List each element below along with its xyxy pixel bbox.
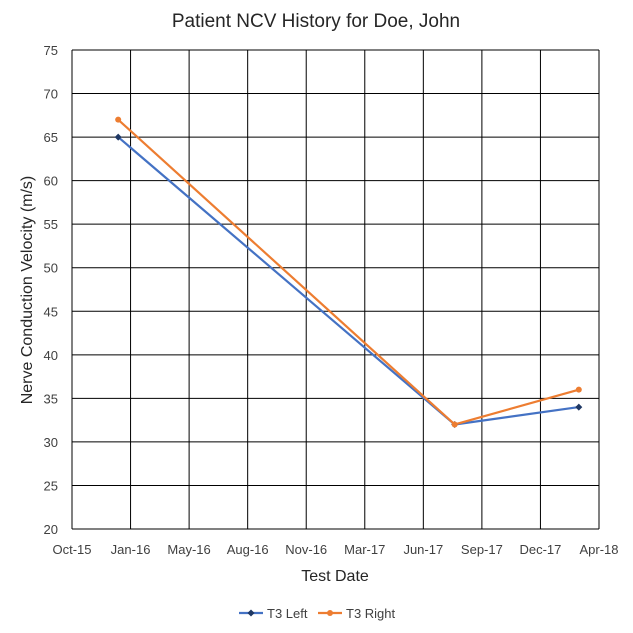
data-point — [114, 133, 122, 141]
y-tick-label: 25 — [44, 478, 58, 493]
legend-marker — [327, 610, 333, 616]
x-tick-label: Nov-16 — [285, 542, 327, 557]
series-layer — [114, 116, 583, 428]
y-tick-label: 50 — [44, 261, 58, 276]
legend-label: T3 Right — [346, 606, 396, 621]
x-tick-label: Sep-17 — [461, 542, 503, 557]
x-tick-label: Jan-16 — [111, 542, 151, 557]
y-tick-label: 20 — [44, 522, 58, 537]
y-axis-title: Nerve Conduction Velocity (m/s) — [19, 176, 36, 405]
data-point — [451, 421, 458, 428]
x-tick-labels: Oct-15 Jan-16 May-16 Aug-16 Nov-16 Mar-17 Jun-… — [52, 542, 618, 557]
x-tick-label: Mar-17 — [344, 542, 385, 557]
legend-item-2: T3 Right — [318, 606, 396, 621]
series-line-2 — [117, 118, 580, 426]
data-point — [575, 403, 583, 411]
y-tick-label: 35 — [44, 391, 58, 406]
chart-title: Patient NCV History for Doe, John — [172, 11, 460, 32]
y-tick-label: 75 — [44, 43, 58, 58]
legend-marker — [247, 609, 255, 617]
x-tick-label: Dec-17 — [519, 542, 561, 557]
y-tick-label: 55 — [44, 217, 58, 232]
grid-lines — [71, 49, 600, 530]
data-point — [575, 386, 582, 393]
legend-item-1: T3 Left — [239, 606, 308, 621]
y-tick-label: 60 — [44, 174, 58, 189]
x-tick-label: Oct-15 — [52, 542, 91, 557]
x-tick-label: Apr-18 — [579, 542, 618, 557]
x-tick-label: Aug-16 — [227, 542, 269, 557]
y-tick-label: 45 — [44, 304, 58, 319]
legend: T3 Left T3 Right — [239, 606, 396, 621]
x-tick-label: May-16 — [167, 542, 210, 557]
data-point — [115, 116, 122, 123]
y-tick-label: 40 — [44, 348, 58, 363]
x-tick-label: Jun-17 — [403, 542, 443, 557]
x-axis-title: Test Date — [301, 568, 369, 585]
legend-label: T3 Left — [267, 606, 308, 621]
y-tick-labels: 20 25 30 35 40 45 50 55 60 65 70 75 — [44, 43, 58, 537]
y-tick-label: 30 — [44, 435, 58, 450]
y-tick-label: 65 — [44, 130, 58, 145]
y-tick-label: 70 — [44, 87, 58, 102]
